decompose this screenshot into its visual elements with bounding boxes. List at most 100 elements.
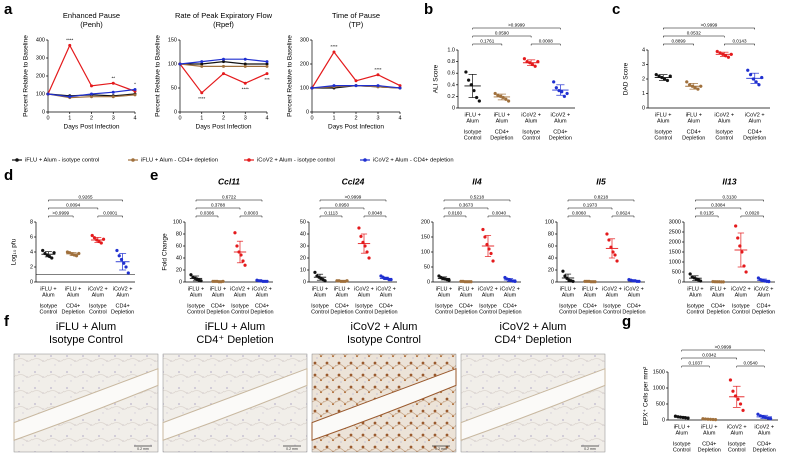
- y-tick-label: 0.6: [447, 71, 455, 77]
- y-tick-label: 400: [36, 37, 45, 43]
- significance-bracket: [740, 215, 764, 218]
- x-tick-label: iFLU +: [582, 286, 598, 292]
- x-tick-label: Alum: [606, 292, 619, 298]
- marker: [178, 62, 182, 66]
- x-tick-label: 0: [46, 115, 49, 121]
- chart-title: Enhanced Pause: [63, 11, 120, 20]
- x-tick-label: 3: [112, 115, 115, 121]
- data-point: [563, 274, 567, 278]
- data-point: [736, 236, 740, 240]
- y-tick-label: 2000: [669, 239, 681, 245]
- x-tick-label: Alum: [314, 292, 327, 298]
- y-tick-label: 500: [656, 401, 665, 407]
- group-label: Control: [355, 309, 373, 315]
- y-tick-label: 80: [548, 231, 554, 237]
- significance-bracket: [681, 349, 765, 352]
- x-tick-label: Alum: [657, 118, 670, 124]
- x-tick-label: Alum: [687, 118, 700, 124]
- panel-label: c: [612, 1, 620, 18]
- x-tick-label: Alum: [675, 430, 688, 436]
- y-tick-label: 0: [551, 279, 554, 285]
- data-point: [744, 270, 748, 274]
- significance-bracket: [443, 207, 489, 210]
- p-value: 0.0135: [700, 211, 714, 216]
- y-tick-label: 300: [36, 55, 45, 61]
- group-label: CD4+: [495, 129, 509, 135]
- group-label: Control: [715, 135, 733, 141]
- x-tick-label: iCoV2 +: [230, 286, 250, 292]
- group-label: Isotype: [355, 303, 373, 309]
- marker: [111, 81, 115, 85]
- data-point: [447, 278, 451, 282]
- x-tick-label: iCoV2 +: [551, 112, 571, 118]
- data-point: [243, 263, 247, 267]
- series-line: [311, 50, 401, 89]
- x-tick-label: 4: [133, 115, 136, 121]
- marker: [111, 95, 115, 99]
- x-tick-label: iCoV2 +: [745, 112, 765, 118]
- y-tick-label: 40: [176, 255, 182, 261]
- y-tick-label: 8: [30, 219, 33, 225]
- micrograph-title: CD4⁺ Depletion: [494, 334, 571, 346]
- y-tick-label: 100: [173, 219, 182, 225]
- data-point: [613, 253, 617, 257]
- significance-bracket: [487, 215, 511, 218]
- x-tick-label: iFLU +: [494, 112, 510, 118]
- x-tick-label: Alum: [584, 292, 597, 298]
- x-tick-label: Alum: [712, 292, 725, 298]
- x-tick-label: 1: [68, 115, 71, 121]
- marker: [243, 57, 247, 61]
- p-value: 0.0532: [687, 31, 701, 36]
- y-tick-label: 500: [672, 269, 681, 275]
- y-tick-label: 1: [642, 91, 645, 97]
- x-tick-label: iFLU +: [701, 424, 717, 430]
- significance-bracket: [319, 207, 365, 210]
- y-axis-label: Percent Relative to Baseline: [23, 35, 30, 117]
- marker: [222, 60, 225, 64]
- group-label: CD4+: [627, 303, 641, 309]
- series-line: [179, 63, 268, 94]
- micrograph-title: iFLU + Alum: [56, 321, 116, 333]
- group-label: Depletion: [250, 309, 273, 315]
- group-label: Control: [311, 309, 329, 315]
- group-label: Depletion: [682, 135, 705, 141]
- group-label: CD4+: [583, 303, 597, 309]
- group-label: CD4+: [687, 129, 701, 135]
- data-point: [731, 389, 735, 393]
- group-label: Control: [728, 447, 746, 453]
- marker: [90, 84, 93, 88]
- p-value: 0.3673: [459, 203, 473, 208]
- y-tick-label: 0: [662, 417, 665, 423]
- group-label: Isotype: [311, 303, 329, 309]
- significance-annotation: ***: [264, 77, 270, 82]
- data-point: [734, 224, 738, 228]
- data-point: [533, 64, 537, 68]
- significance-annotation: ****: [330, 44, 337, 49]
- x-tick-label: iCoV2 +: [478, 286, 498, 292]
- data-point: [552, 80, 556, 84]
- p-value: 0.8218: [594, 195, 608, 200]
- data-point: [367, 256, 371, 260]
- significance-bracket: [195, 199, 263, 202]
- y-tick-label: 60: [548, 243, 554, 249]
- marker: [200, 91, 204, 95]
- significance-bracket: [97, 215, 123, 218]
- y-tick-label: 3: [642, 62, 645, 68]
- group-label: Isotype: [187, 303, 205, 309]
- group-label: CD4+: [757, 303, 771, 309]
- marker: [222, 57, 225, 61]
- x-tick-label: Alum: [380, 292, 393, 298]
- y-tick-label: 0.8: [447, 59, 455, 65]
- p-value: 0.3788: [211, 203, 225, 208]
- p-value: >0.9999: [715, 345, 732, 350]
- x-tick-label: Alum: [554, 118, 567, 124]
- x-tick-label: iFLU +: [710, 286, 726, 292]
- x-tick-label: iFLU +: [188, 286, 204, 292]
- y-tick-label: 0: [179, 279, 182, 285]
- group-label: Isotype: [673, 441, 691, 447]
- marker: [376, 73, 380, 77]
- x-tick-label: Alum: [190, 292, 203, 298]
- group-label: CD4+: [748, 129, 762, 135]
- y-axis-label: ALI Score: [433, 64, 440, 93]
- group-label: Depletion: [707, 309, 730, 315]
